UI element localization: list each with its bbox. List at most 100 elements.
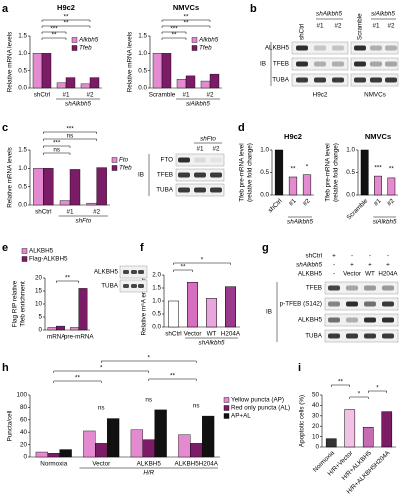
sig-label: ** xyxy=(172,32,177,39)
sig-label: * xyxy=(376,385,379,392)
y-tick-label: 1.5 xyxy=(138,33,147,40)
group-label: siAlkbh5 xyxy=(373,219,397,226)
sig-label: ** xyxy=(184,20,189,27)
legend-label: Tfeb xyxy=(199,45,212,52)
chart-title: NMVCs xyxy=(173,3,199,12)
band xyxy=(314,61,326,67)
bar xyxy=(56,82,67,89)
group-label: H/R xyxy=(143,470,154,477)
x-tick-label: #1 xyxy=(373,197,383,207)
condition-label: shCtrl xyxy=(306,253,322,260)
column-header: shFto xyxy=(200,136,216,143)
bar xyxy=(96,167,107,206)
band xyxy=(346,333,358,339)
bar xyxy=(65,77,76,89)
y-tick-label: 2.0 xyxy=(152,272,161,279)
lane-label: #2 xyxy=(212,146,220,153)
sig-label: * xyxy=(306,164,309,171)
bar xyxy=(387,177,396,196)
bar xyxy=(89,77,100,89)
x-tick-label: H204A xyxy=(221,331,241,338)
lane-label: #2 xyxy=(387,23,395,30)
y-tick-label: 0.0 xyxy=(346,192,355,199)
row-label: TFEB xyxy=(157,172,173,179)
bar xyxy=(325,438,337,448)
bar xyxy=(47,327,57,331)
bar xyxy=(302,174,312,196)
sig-label: *** xyxy=(374,165,382,172)
x-tick-label: #1 xyxy=(62,92,70,99)
y-axis-label: (relative fold change) xyxy=(247,143,254,202)
legend-swatch xyxy=(21,248,28,254)
x-tick-label: WT xyxy=(207,331,217,338)
panel-label: g xyxy=(262,242,269,254)
panel-label: i xyxy=(298,362,301,374)
blot-strip xyxy=(291,41,349,55)
sig-label: *** xyxy=(50,26,58,33)
y-tick-label: 0.0 xyxy=(138,85,147,92)
y-tick-label: 0 xyxy=(315,444,319,451)
band xyxy=(296,61,308,67)
x-tick-label: #2 xyxy=(93,209,101,216)
lane-label: #2 xyxy=(334,23,342,30)
chart-title: H9c2 xyxy=(284,132,302,141)
x-tick-label: Scramble xyxy=(149,92,176,99)
band xyxy=(382,285,394,291)
band xyxy=(332,77,344,83)
y-tick-label: 0 xyxy=(23,454,27,461)
y-tick-label: 0.5 xyxy=(152,311,161,318)
y-tick-label: 1.0 xyxy=(346,147,355,154)
legend-label: Alkbh5 xyxy=(198,37,219,44)
y-tick-label: 60 xyxy=(20,416,28,423)
x-tick-label: #1 xyxy=(66,209,74,216)
condition-label: ALKBH5 xyxy=(298,271,323,278)
y-tick-label: 50 xyxy=(312,392,320,399)
y-axis-label: Apoptotic cells (%) xyxy=(299,395,306,447)
bar xyxy=(154,409,167,458)
y-tick-label: 100 xyxy=(16,392,27,399)
sig-label: ** xyxy=(75,375,80,382)
sig-label: *** xyxy=(66,126,74,133)
y-tick-label: 1.0 xyxy=(18,165,27,172)
band xyxy=(178,172,190,178)
row-label: TUBA xyxy=(305,333,323,340)
row-label: ALKBH5 xyxy=(298,317,323,324)
y-tick-label: 0.5 xyxy=(18,67,27,74)
sig-label: * xyxy=(201,257,204,264)
bar xyxy=(185,75,196,89)
bar xyxy=(106,418,120,458)
y-tick-label: 20 xyxy=(312,423,320,430)
bar xyxy=(274,149,284,196)
bar xyxy=(288,176,298,196)
ib-label: IB xyxy=(138,172,144,179)
column-header: shCtrl xyxy=(299,24,306,40)
band xyxy=(382,317,394,323)
panel-label: b xyxy=(250,3,257,15)
sig-label: ns xyxy=(193,403,200,410)
legend-swatch xyxy=(71,37,78,43)
bar xyxy=(178,434,191,458)
condition-value: + xyxy=(368,262,372,269)
sig-label: ** xyxy=(184,14,189,21)
x-tick-label: shCtrl xyxy=(35,209,51,216)
legend-label: Tfeb xyxy=(119,165,132,172)
row-label: TFEB xyxy=(306,285,322,292)
bar xyxy=(152,53,163,89)
condition-value: Vector xyxy=(343,271,361,278)
legend-label: ALKBH5 xyxy=(29,248,54,255)
bar xyxy=(161,53,172,89)
y-axis-label: Relative mRNA levels xyxy=(7,147,14,208)
x-tick-label: pre-mRNA xyxy=(64,334,95,341)
y-tick-label: 0.5 xyxy=(260,169,269,176)
condition-value: WT xyxy=(365,271,375,278)
sig-label: ** xyxy=(52,32,57,39)
legend-swatch xyxy=(21,256,28,262)
column-header: Scramble xyxy=(357,13,364,40)
sig-label: * xyxy=(148,355,151,362)
panel-label: f xyxy=(140,242,144,254)
sig-label: *** xyxy=(170,26,178,33)
legend-swatch xyxy=(191,45,198,51)
y-tick-label: 1.5 xyxy=(18,147,27,154)
sig-label: ** xyxy=(64,14,69,21)
